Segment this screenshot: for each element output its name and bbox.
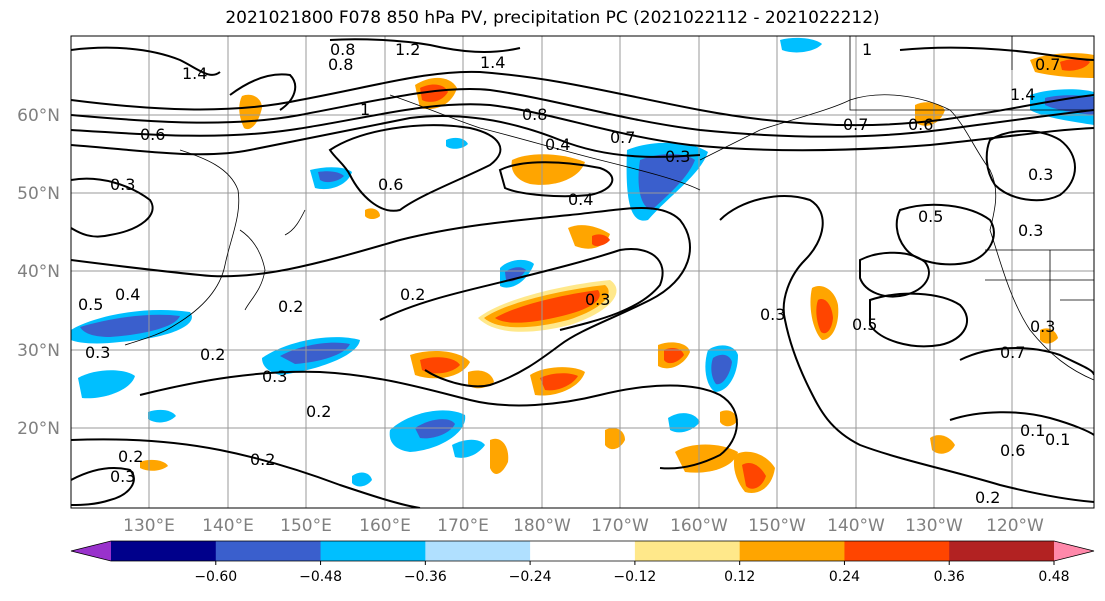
- contour-label: 0.3: [110, 467, 135, 486]
- contour-label: 1.2: [395, 40, 420, 59]
- contour-label: 0.6: [1000, 441, 1025, 460]
- colorbar-tick-label: 0.24: [829, 569, 860, 585]
- colorbar-bin: [215, 541, 322, 561]
- contour-label: 0.3: [85, 343, 110, 362]
- contour-label: 0.8: [522, 105, 547, 124]
- colorbar-tick-label: −0.12: [613, 569, 656, 585]
- coastlines: [124, 36, 1094, 381]
- contour-label: 0.6: [908, 115, 933, 134]
- colorbar-bin: [425, 541, 531, 561]
- contour-label: 0.2: [278, 297, 303, 316]
- contour-label: 0.2: [306, 402, 331, 421]
- lat-label: 20°N: [17, 419, 60, 439]
- latitude-labels: 60°N 50°N 40°N 30°N 20°N: [17, 106, 60, 439]
- colorbar-bin: [739, 541, 845, 561]
- lat-label: 60°N: [17, 106, 60, 126]
- colorbar-tick-label: −0.36: [404, 569, 447, 585]
- contour-label: 0.3: [262, 367, 287, 386]
- contour-label: 0.4: [115, 285, 140, 304]
- colorbar-outline: [70, 540, 1095, 562]
- lon-label: 120°W: [986, 516, 1044, 536]
- graticule: [71, 36, 1094, 508]
- colorbar-bin: [111, 541, 217, 561]
- pv-contours: [71, 38, 1094, 508]
- contour-label: 0.2: [250, 450, 275, 469]
- contour-label: 0.3: [1028, 165, 1053, 184]
- contour-label: 1.4: [480, 53, 505, 72]
- contour-label: 0.4: [545, 135, 570, 154]
- colorbar-tick-label: 0.12: [724, 569, 755, 585]
- map-frame: [70, 35, 1095, 509]
- colorbar-bin: [530, 541, 636, 561]
- colorbar-bin: [844, 541, 950, 561]
- lon-label: 160°E: [359, 516, 411, 536]
- colorbar-bin: [634, 541, 741, 561]
- contour-label: 1: [360, 100, 370, 119]
- contour-label: 0.6: [140, 125, 165, 144]
- contour-label: 0.1: [1020, 421, 1045, 440]
- precip-shading: [71, 37, 1094, 493]
- contour-label: 0.7: [843, 115, 868, 134]
- contour-label: 0.8: [330, 40, 355, 59]
- contour-label: 0.7: [1035, 55, 1060, 74]
- contour-label: 0.5: [78, 295, 103, 314]
- contour-label: 0.7: [1000, 343, 1025, 362]
- lat-label: 50°N: [17, 184, 60, 204]
- lon-label: 130°E: [123, 516, 175, 536]
- contour-label: 0.3: [110, 175, 135, 194]
- contour-label: 0.3: [665, 147, 690, 166]
- lat-label: 30°N: [17, 341, 60, 361]
- contour-label: 1: [862, 40, 872, 59]
- colorbar-tick-label: 0.48: [1038, 569, 1069, 585]
- colorbar: −0.60 −0.48 −0.36 −0.24 −0.12 0.12 0.24 0.36 0.4…: [70, 540, 1095, 585]
- colorbar-extend-high: [1054, 541, 1094, 561]
- colorbar-tick-label: −0.24: [509, 569, 552, 585]
- contour-label: 0.8: [328, 55, 353, 74]
- contour-label: 0.1: [1045, 430, 1070, 449]
- contour-label: 0.3: [1018, 221, 1043, 240]
- lat-label: 40°N: [17, 262, 60, 282]
- lon-label: 140°W: [827, 516, 885, 536]
- lon-label: 170°E: [437, 516, 489, 536]
- lon-label: 180°W: [513, 516, 571, 536]
- colorbar-tick-label: −0.60: [194, 569, 237, 585]
- contour-label: 0.5: [852, 315, 877, 334]
- contour-label: 0.5: [918, 207, 943, 226]
- longitude-labels: 130°E 140°E 150°E 160°E 170°E 180°W 170°…: [123, 516, 1044, 536]
- contour-label: 0.3: [585, 290, 610, 309]
- lon-label: 140°E: [202, 516, 254, 536]
- contour-label: 1.4: [1010, 85, 1035, 104]
- lon-label: 160°W: [670, 516, 728, 536]
- contour-label: 0.2: [200, 345, 225, 364]
- contour-label: 0.6: [378, 175, 403, 194]
- map-title: 2021021800 F078 850 hPa PV, precipitatio…: [225, 8, 880, 28]
- colorbar-bin: [320, 541, 426, 561]
- contour-label: 0.2: [400, 285, 425, 304]
- contour-label: 0.2: [975, 488, 1000, 507]
- colorbar-tick-label: −0.48: [299, 569, 342, 585]
- lon-label: 150°W: [748, 516, 806, 536]
- contour-label: 0.3: [1030, 317, 1055, 336]
- contour-label: 0.7: [610, 128, 635, 147]
- contour-label: 0.2: [118, 447, 143, 466]
- colorbar-bin: [949, 541, 1055, 561]
- lon-label: 130°W: [905, 516, 963, 536]
- contour-label: 1.4: [182, 64, 207, 83]
- colorbar-extend-low: [71, 541, 111, 561]
- contour-label-group: 1.4 1.2 0.8 1.4 1.4 1 0.4 0.8 0.7 0.6 0.…: [78, 40, 1070, 507]
- lon-label: 170°W: [591, 516, 649, 536]
- contour-label: 0.3: [760, 305, 785, 324]
- lon-label: 150°E: [280, 516, 332, 536]
- colorbar-tick-label: 0.36: [934, 569, 965, 585]
- contour-label: 0.4: [568, 190, 593, 209]
